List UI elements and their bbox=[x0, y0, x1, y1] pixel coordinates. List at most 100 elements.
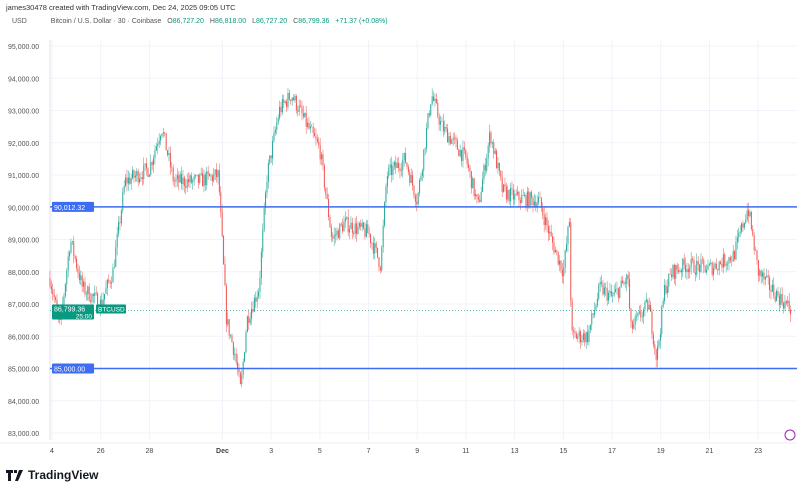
candle-body bbox=[647, 299, 649, 310]
candle-body bbox=[725, 264, 727, 266]
candle-body bbox=[220, 192, 222, 212]
candle-body bbox=[777, 290, 779, 296]
candle-body bbox=[262, 229, 264, 252]
candle-body bbox=[431, 96, 433, 105]
candle-body bbox=[750, 211, 752, 229]
candle-body bbox=[179, 173, 181, 183]
candle-body bbox=[577, 336, 579, 339]
candle-body bbox=[300, 105, 302, 107]
candle-body bbox=[213, 174, 215, 181]
candle-body bbox=[651, 311, 653, 335]
candle-body bbox=[546, 217, 548, 226]
x-tick-label: 3 bbox=[269, 448, 273, 455]
candle-body bbox=[486, 158, 488, 171]
candle-body bbox=[385, 186, 387, 203]
candle-body bbox=[784, 301, 786, 309]
candle-body bbox=[307, 122, 309, 127]
candle-body bbox=[193, 176, 195, 181]
candle-body bbox=[153, 158, 155, 165]
candle-body bbox=[648, 304, 650, 310]
candle-body bbox=[690, 258, 692, 268]
candle-body bbox=[108, 279, 110, 282]
candle-body bbox=[776, 290, 778, 302]
candle-body bbox=[605, 287, 607, 289]
candle-body bbox=[196, 174, 198, 176]
symbol-title[interactable]: Bitcoin / U.S. Dollar · 30 · Coinbase bbox=[50, 18, 162, 25]
candle-body bbox=[512, 189, 514, 200]
candle-body bbox=[377, 247, 379, 258]
candle-body bbox=[353, 232, 355, 234]
brand-name: TradingView bbox=[28, 468, 99, 482]
candle-body bbox=[136, 171, 138, 176]
candle-body bbox=[113, 266, 115, 268]
candle-body bbox=[676, 265, 678, 271]
candle-body bbox=[703, 260, 705, 266]
close-label: C bbox=[293, 18, 299, 25]
horizontal-line-price: 90,012.32 bbox=[54, 205, 85, 212]
candle-body bbox=[161, 133, 163, 137]
candle-body bbox=[743, 222, 745, 228]
candle-body bbox=[407, 166, 409, 173]
candle-body bbox=[559, 260, 561, 265]
candle-body bbox=[260, 251, 262, 279]
tradingview-logo[interactable]: TradingView bbox=[6, 468, 98, 482]
candle-body bbox=[441, 121, 443, 122]
y-tick-label: 90,000.00 bbox=[8, 205, 39, 212]
candle-body bbox=[396, 162, 398, 169]
candle-body bbox=[206, 171, 208, 186]
chart-credit: james30478 created with TradingView.com,… bbox=[6, 3, 236, 12]
candle-body bbox=[223, 235, 225, 265]
candle-body bbox=[620, 280, 622, 287]
candle-body bbox=[575, 333, 577, 339]
candle-body bbox=[95, 292, 97, 294]
x-tick-label: 11 bbox=[462, 448, 469, 455]
candle-body bbox=[325, 187, 327, 195]
candle-body bbox=[368, 233, 370, 235]
candle-body bbox=[158, 140, 160, 145]
candle-body bbox=[720, 261, 722, 264]
candle-body bbox=[581, 340, 583, 343]
candle-body bbox=[176, 175, 178, 179]
candle-body bbox=[224, 264, 226, 286]
x-tick-label: 26 bbox=[97, 448, 105, 455]
candle-body bbox=[87, 286, 89, 295]
candle-body bbox=[573, 330, 575, 332]
candle-body bbox=[545, 217, 547, 226]
candle-body bbox=[361, 222, 363, 227]
candle-body bbox=[735, 241, 737, 260]
candle-body bbox=[484, 165, 486, 171]
candle-body bbox=[608, 293, 610, 301]
candle-body bbox=[780, 293, 782, 305]
candle-body bbox=[237, 362, 239, 370]
candle-body bbox=[74, 255, 76, 259]
candle-body bbox=[564, 250, 566, 268]
candle-body bbox=[470, 171, 472, 189]
candle-body bbox=[788, 300, 790, 310]
candle-body bbox=[721, 263, 723, 268]
candle-body bbox=[370, 234, 372, 244]
candle-body bbox=[295, 95, 297, 111]
candle-body bbox=[487, 145, 489, 159]
candle-body bbox=[623, 282, 625, 284]
candle-body bbox=[489, 132, 491, 146]
candle-body bbox=[749, 211, 751, 217]
candle-body bbox=[528, 191, 530, 207]
candle-body bbox=[452, 137, 454, 140]
candle-body bbox=[395, 161, 397, 169]
candle-body bbox=[339, 223, 341, 239]
candle-body bbox=[336, 230, 338, 236]
candle-body bbox=[536, 202, 538, 208]
open-label: O bbox=[167, 18, 173, 25]
candle-body bbox=[592, 313, 594, 315]
candle-body bbox=[430, 104, 432, 116]
candle-body bbox=[525, 195, 527, 207]
candle-body bbox=[514, 193, 516, 200]
candle-body bbox=[596, 298, 598, 306]
y-tick-label: 91,000.00 bbox=[8, 173, 39, 180]
candle-body bbox=[122, 192, 124, 211]
candle-body bbox=[483, 165, 485, 180]
candle-body bbox=[218, 170, 220, 193]
candle-body bbox=[351, 222, 353, 233]
candle-body bbox=[192, 180, 194, 183]
